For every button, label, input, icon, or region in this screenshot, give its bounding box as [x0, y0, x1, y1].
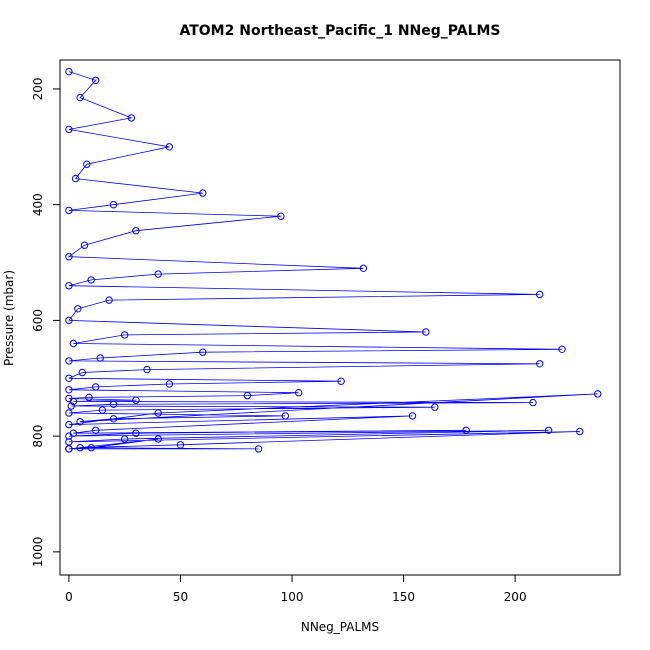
data-point: [65, 374, 73, 382]
data-point: [243, 391, 252, 400]
data-point: [254, 445, 263, 453]
plot-area: [65, 67, 602, 453]
data-point: [199, 189, 207, 197]
data-point: [65, 125, 73, 134]
data-point: [65, 357, 73, 365]
data-point: [65, 409, 73, 417]
data-point: [462, 426, 470, 434]
data-point: [165, 380, 174, 388]
data-point: [76, 418, 84, 426]
data-point: [176, 441, 185, 449]
data-point: [76, 93, 84, 102]
data-point: [109, 400, 118, 408]
data-point: [74, 305, 82, 313]
data-point: [594, 390, 602, 398]
data-point: [98, 406, 107, 414]
data-point: [92, 426, 100, 434]
data-point: [132, 396, 140, 404]
data-point: [536, 360, 544, 368]
y-tick-label: 200: [31, 77, 45, 100]
y-tick-label: 600: [31, 309, 45, 332]
data-point: [165, 143, 174, 151]
data-point: [408, 412, 417, 420]
data-point: [65, 386, 73, 394]
data-point: [65, 316, 73, 325]
y-tick-label: 800: [31, 425, 45, 448]
data-point: [65, 420, 73, 429]
data-point: [154, 435, 162, 443]
data-point: [121, 435, 129, 443]
data-point: [544, 426, 553, 434]
data-point: [558, 345, 566, 353]
data-point: [127, 114, 136, 122]
data-point: [295, 389, 303, 397]
data-point: [76, 444, 84, 452]
data-point: [65, 206, 73, 215]
x-axis-label: NNeg_PALMS: [301, 620, 379, 634]
data-point: [154, 270, 162, 278]
data-point: [83, 160, 91, 168]
data-point: [143, 365, 151, 374]
data-point: [109, 415, 118, 423]
data-point: [281, 412, 289, 420]
data-point: [96, 354, 104, 362]
x-tick-label: 100: [281, 590, 304, 604]
data-point: [65, 445, 73, 453]
data-point: [65, 282, 73, 290]
data-point: [576, 427, 584, 436]
y-tick-label: 400: [31, 193, 45, 216]
x-axis: 0 50 100 150 200: [65, 574, 527, 604]
y-axis-label: Pressure (mbar): [2, 270, 16, 366]
data-point: [67, 402, 75, 410]
data-point: [529, 398, 537, 407]
data-point: [431, 403, 439, 411]
data-point: [105, 296, 113, 304]
data-point: [536, 290, 544, 299]
data-point: [69, 339, 78, 348]
data-point: [65, 438, 73, 446]
series-line: [67, 71, 598, 450]
data-point: [132, 429, 140, 437]
x-tick-label: 0: [65, 590, 73, 604]
data-point: [87, 276, 95, 284]
data-point: [199, 348, 207, 356]
data-point: [92, 76, 100, 85]
data-point: [359, 264, 368, 272]
x-tick-label: 200: [504, 590, 527, 604]
data-point: [109, 201, 118, 209]
data-point: [422, 328, 430, 336]
data-point: [65, 432, 73, 440]
data-point: [80, 241, 89, 249]
data-point: [78, 368, 87, 377]
x-tick-label: 50: [173, 590, 188, 604]
data-point: [121, 331, 129, 339]
data-point: [337, 377, 345, 385]
data-point: [132, 227, 140, 235]
data-point: [71, 174, 80, 183]
data-point: [85, 393, 93, 402]
x-tick-label: 150: [392, 590, 415, 604]
data-point: [277, 212, 285, 220]
data-point: [65, 67, 73, 76]
y-axis: 200 400 600 800 1000: [31, 77, 61, 568]
data-point: [65, 253, 73, 261]
chart-title: ATOM2 Northeast_Pacific_1 NNeg_PALMS: [179, 23, 500, 39]
data-point: [69, 397, 78, 406]
data-point: [87, 444, 95, 452]
data-point: [92, 383, 100, 391]
data-point: [154, 409, 162, 417]
y-tick-label: 1000: [31, 537, 45, 568]
